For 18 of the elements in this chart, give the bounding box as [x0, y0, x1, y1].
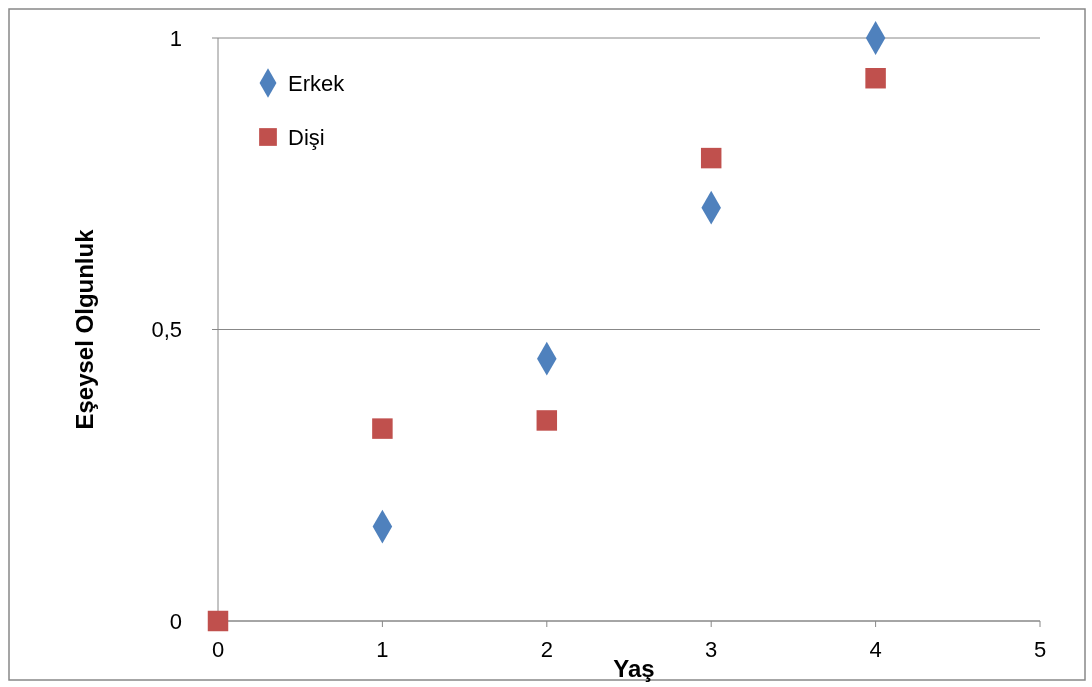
y-tick-label: 1	[169, 25, 182, 51]
x-tick-label: 5	[1033, 637, 1047, 662]
point	[207, 610, 229, 632]
x-tick-label: 1	[376, 637, 389, 662]
point	[536, 410, 558, 431]
x-axis-title: Yaş	[613, 655, 655, 682]
y-tick-label: 0	[169, 608, 182, 634]
legend-label: Dişi	[288, 124, 325, 150]
x-tick-label: 0	[211, 637, 225, 662]
legend-label: Erkek	[288, 70, 346, 96]
x-tick-label: 3	[705, 637, 718, 662]
x-tick-label: 2	[540, 637, 553, 662]
y-tick-label: 0,5	[151, 317, 182, 343]
point	[372, 418, 393, 439]
point	[865, 67, 886, 89]
point	[700, 147, 722, 169]
x-tick-label: 4	[869, 637, 882, 662]
y-axis-title: Eşeysel Olgunluk	[71, 228, 98, 430]
